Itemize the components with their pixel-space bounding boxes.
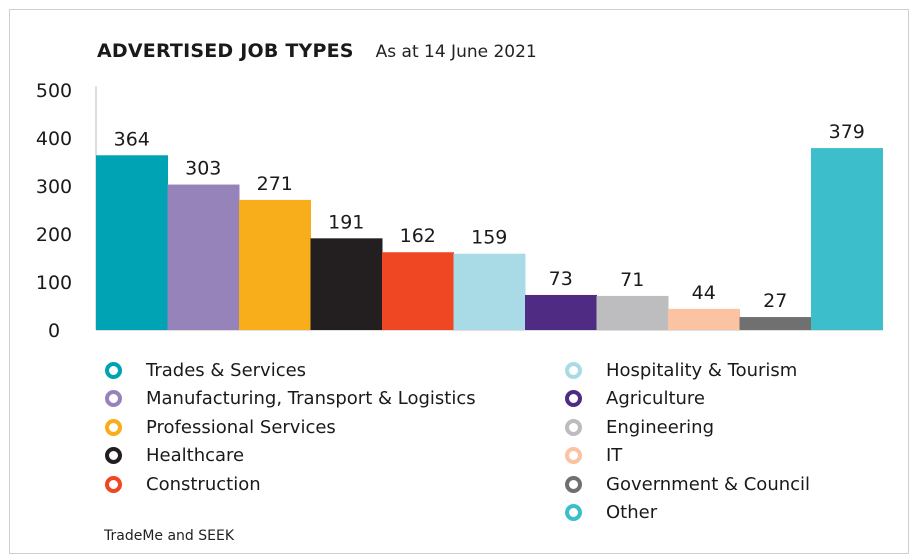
bar	[382, 252, 454, 330]
legend-label: Government & Council	[606, 473, 811, 495]
bar	[668, 308, 740, 330]
bar	[525, 294, 597, 330]
y-tick-label: 300	[36, 176, 72, 198]
legend-label: Professional Services	[146, 416, 336, 438]
y-tick-label: 200	[36, 224, 72, 246]
y-axis-ticks: 0 100 200 300 400 500	[36, 80, 72, 342]
bar	[596, 295, 669, 330]
chart-subtitle: As at 14 June 2021	[375, 42, 537, 62]
legend-right: Hospitality & Tourism Agriculture Engineer…	[565, 356, 810, 527]
legend-item: IT	[565, 442, 810, 471]
data-labels: 364 303 271 191 162 159 73 71 44 27 379	[114, 121, 865, 312]
bar	[96, 155, 168, 330]
bar	[453, 253, 526, 330]
bar-value-label: 71	[620, 269, 644, 291]
legend-item: Healthcare	[105, 442, 476, 471]
legend-item: Professional Services	[105, 413, 476, 442]
legend-swatch	[565, 418, 582, 436]
legend-item: Manufacturing, Transport & Logistics	[105, 385, 476, 414]
legend-item: Other	[565, 499, 810, 528]
legend-label: IT	[606, 445, 623, 467]
bar-value-label: 159	[471, 227, 507, 249]
bar-value-label: 27	[763, 290, 787, 312]
legend-label: Healthcare	[146, 445, 245, 467]
legend-item: Engineering	[565, 413, 810, 442]
bar-value-label: 379	[829, 121, 865, 143]
bars	[96, 148, 883, 330]
legend-item: Construction	[105, 470, 476, 499]
bar	[811, 148, 883, 330]
legend-label: Agriculture	[606, 388, 705, 410]
bar	[739, 317, 812, 330]
legend-item: Agriculture	[565, 385, 810, 414]
chart-title: ADVERTISED JOB TYPES	[97, 40, 354, 62]
y-tick-label: 100	[36, 272, 72, 294]
legend-item: Hospitality & Tourism	[565, 356, 810, 385]
legend-left: Trades & Services Manufacturing, Transpor…	[105, 356, 476, 499]
legend-swatch	[565, 504, 582, 522]
legend-swatch	[105, 447, 122, 465]
legend-label: Engineering	[606, 416, 714, 438]
bar-value-label: 364	[114, 128, 150, 150]
title-row: ADVERTISED JOB TYPES As at 14 June 2021	[97, 40, 537, 62]
legend-label: Trades & Services	[146, 359, 307, 381]
legend-label: Other	[606, 502, 658, 524]
legend-label: Construction	[146, 473, 261, 495]
legend-swatch	[565, 390, 582, 408]
legend-swatch	[105, 418, 122, 436]
chart-frame	[9, 9, 909, 554]
bar	[310, 238, 383, 330]
legend-item: Trades & Services	[105, 356, 476, 385]
bar-value-label: 44	[692, 282, 716, 304]
bar	[239, 199, 311, 330]
bar-value-label: 162	[400, 225, 436, 247]
legend-swatch	[565, 447, 582, 465]
legend-swatch	[105, 361, 122, 379]
legend-label: Manufacturing, Transport & Logistics	[146, 388, 476, 410]
bar	[167, 184, 240, 330]
legend-swatch	[105, 475, 122, 493]
legend-swatch	[565, 475, 582, 493]
bar-value-label: 73	[549, 268, 573, 290]
legend-swatch	[105, 390, 122, 408]
bar-value-label: 191	[328, 211, 364, 233]
y-tick-label: 0	[48, 320, 60, 342]
bar-value-label: 303	[185, 158, 221, 180]
legend-label: Hospitality & Tourism	[606, 359, 798, 381]
legend-swatch	[565, 361, 582, 379]
y-tick-label: 400	[36, 128, 72, 150]
source-note: TradeMe and SEEK	[104, 528, 235, 544]
bar-value-label: 271	[257, 173, 293, 195]
legend-item: Government & Council	[565, 470, 810, 499]
y-tick-label: 500	[36, 80, 72, 102]
